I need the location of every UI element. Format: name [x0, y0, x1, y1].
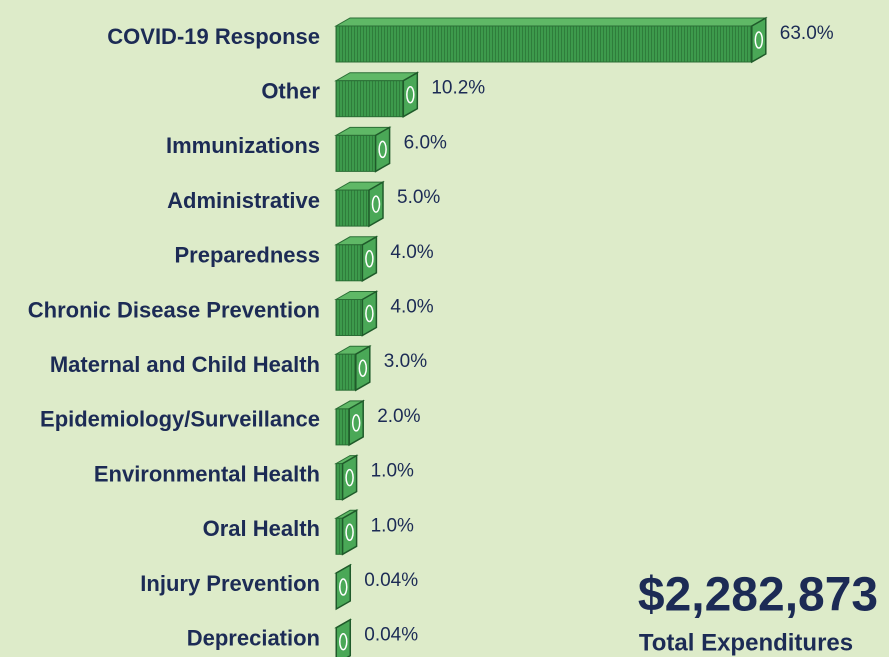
bar [335, 463, 344, 501]
money-stack [334, 71, 420, 118]
stack-end [341, 509, 358, 556]
category-label: Epidemiology/Surveillance [40, 407, 320, 432]
category-label: Administrative [167, 188, 320, 213]
stack-end [374, 126, 391, 173]
stack-top [334, 17, 768, 27]
bill-icon [351, 414, 361, 432]
stack-end [361, 235, 378, 283]
bar [335, 80, 404, 118]
bar [335, 353, 357, 391]
category-label: Depreciation [187, 626, 320, 651]
value-label: 63.0% [780, 23, 834, 44]
bill-icon [365, 304, 374, 323]
money-stack [334, 618, 353, 657]
total-amount: $2,282,873 [638, 569, 878, 622]
category-label: Environmental Health [94, 461, 320, 486]
category-label: COVID-19 Response [107, 24, 320, 49]
value-label: 4.0% [390, 242, 433, 263]
category-label: Other [261, 79, 320, 104]
value-label: 0.04% [364, 625, 418, 646]
money-stack [334, 399, 366, 447]
money-stack [334, 180, 385, 228]
bill-icon [406, 85, 415, 104]
money-stack [334, 509, 359, 556]
stack-end [355, 344, 371, 392]
stack-end [751, 16, 767, 64]
money-stack [334, 563, 353, 611]
value-label: 1.0% [371, 515, 414, 536]
category-label: Maternal and Child Health [50, 352, 320, 377]
value-label: 3.0% [384, 351, 427, 372]
bill-icon [378, 140, 387, 159]
stack-end [368, 180, 384, 228]
bill-icon [339, 578, 348, 596]
bill-icon [345, 468, 354, 487]
stack-end [361, 290, 378, 337]
bill-icon [339, 632, 348, 651]
category-label: Injury Prevention [140, 571, 320, 596]
money-stack [334, 344, 372, 392]
category-label: Preparedness [174, 243, 320, 268]
bill-icon [345, 523, 354, 542]
bar [335, 25, 753, 63]
bill-icon [358, 359, 368, 377]
bill-icon [365, 250, 374, 268]
value-label: 4.0% [390, 297, 433, 318]
bill-icon [371, 195, 381, 213]
money-stack [334, 235, 379, 283]
value-label: 5.0% [397, 187, 440, 208]
bill-icon [754, 31, 764, 49]
value-label: 0.04% [364, 570, 418, 591]
value-label: 6.0% [404, 132, 447, 153]
bar [335, 517, 344, 555]
stack-end [335, 563, 352, 611]
bar [335, 244, 363, 282]
stack-end [335, 618, 352, 657]
stack-end [402, 71, 419, 118]
money-stack [334, 16, 768, 64]
bar [335, 408, 350, 446]
stack-end [348, 399, 364, 447]
bar [335, 299, 363, 336]
bar [335, 189, 370, 227]
money-stack [334, 454, 359, 501]
category-label: Oral Health [203, 516, 320, 541]
category-label: Chronic Disease Prevention [28, 297, 320, 322]
bar [335, 134, 377, 172]
category-label: Immunizations [166, 133, 320, 158]
value-label: 2.0% [377, 406, 420, 427]
value-label: 10.2% [431, 78, 485, 99]
value-label: 1.0% [371, 461, 414, 482]
money-stack [334, 126, 392, 173]
money-stack [334, 290, 379, 337]
total-label: Total Expenditures [639, 629, 853, 656]
stack-end [341, 454, 358, 501]
